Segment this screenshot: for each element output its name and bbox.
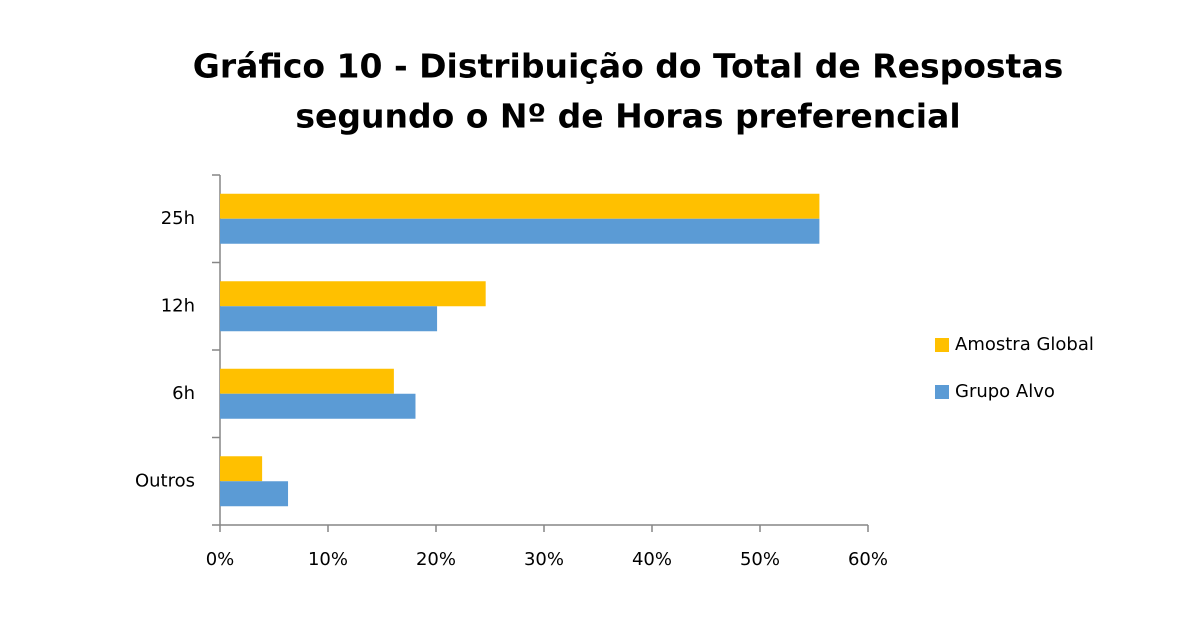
- y-tick-label: Outros: [135, 470, 195, 491]
- x-tick-label: 10%: [308, 549, 348, 570]
- x-tick-label: 20%: [416, 549, 456, 570]
- legend-swatch: [935, 338, 949, 352]
- bar: [220, 218, 820, 244]
- y-tick-label: 12h: [161, 295, 195, 316]
- y-tick-label: 6h: [172, 383, 195, 404]
- x-tick-label: 60%: [848, 549, 888, 570]
- bar: [220, 456, 263, 482]
- x-tick-label: 50%: [740, 549, 780, 570]
- bar: [220, 368, 394, 394]
- y-tick-label: 25h: [161, 208, 195, 229]
- x-tick-label: 30%: [524, 549, 564, 570]
- bar: [220, 281, 486, 307]
- x-tick-label: 0%: [206, 549, 235, 570]
- legend-label: Amostra Global: [955, 334, 1094, 355]
- legend-swatch: [935, 385, 949, 399]
- legend-label: Grupo Alvo: [955, 381, 1055, 402]
- bar: [220, 193, 820, 219]
- chart-title: Gráfico 10 - Distribuição do Total de Re…: [193, 47, 1064, 86]
- bar: [220, 481, 289, 507]
- bar: [220, 306, 438, 332]
- x-tick-label: 40%: [632, 549, 672, 570]
- chart-title: segundo o Nº de Horas preferencial: [295, 97, 960, 136]
- bar: [220, 393, 416, 419]
